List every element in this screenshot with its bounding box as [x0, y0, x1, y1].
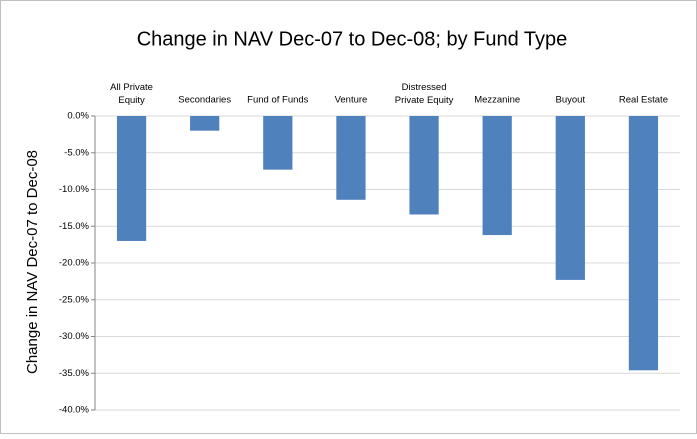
- bar: [482, 116, 512, 236]
- y-tick-label: 0.0%: [67, 111, 89, 122]
- y-axis-label: Change in NAV Dec-07 to Dec-08: [24, 150, 41, 374]
- x-tick-label: All Private Equity: [110, 82, 153, 106]
- x-tick-label: Buyout: [556, 95, 586, 106]
- bar: [409, 116, 439, 215]
- x-tick-label: Real Estate: [619, 95, 668, 106]
- y-tick-label: -25.0%: [59, 294, 90, 305]
- bar: [263, 116, 293, 170]
- y-tick-label: -30.0%: [59, 331, 90, 342]
- bar: [116, 116, 147, 241]
- y-tick-label: -10.0%: [59, 184, 90, 195]
- y-tick-label: -35.0%: [59, 368, 90, 379]
- x-tick-label: Mezzanine: [474, 95, 520, 106]
- y-tick-label: -15.0%: [59, 221, 90, 232]
- x-tick-label: Distressed Private Equity: [395, 82, 454, 106]
- x-tick-label: Secondaries: [178, 95, 231, 106]
- bar: [555, 116, 585, 280]
- bar: [190, 116, 220, 131]
- y-tick-label: -20.0%: [59, 258, 90, 269]
- chart-title: Change in NAV Dec-07 to Dec-08; by Fund …: [137, 28, 568, 50]
- bar: [336, 116, 366, 200]
- x-tick-label: Fund of Funds: [247, 95, 309, 106]
- y-tick-label: -5.0%: [64, 147, 89, 158]
- x-tick-label: Venture: [335, 95, 368, 106]
- bar: [628, 116, 659, 371]
- y-tick-label: -40.0%: [59, 405, 90, 416]
